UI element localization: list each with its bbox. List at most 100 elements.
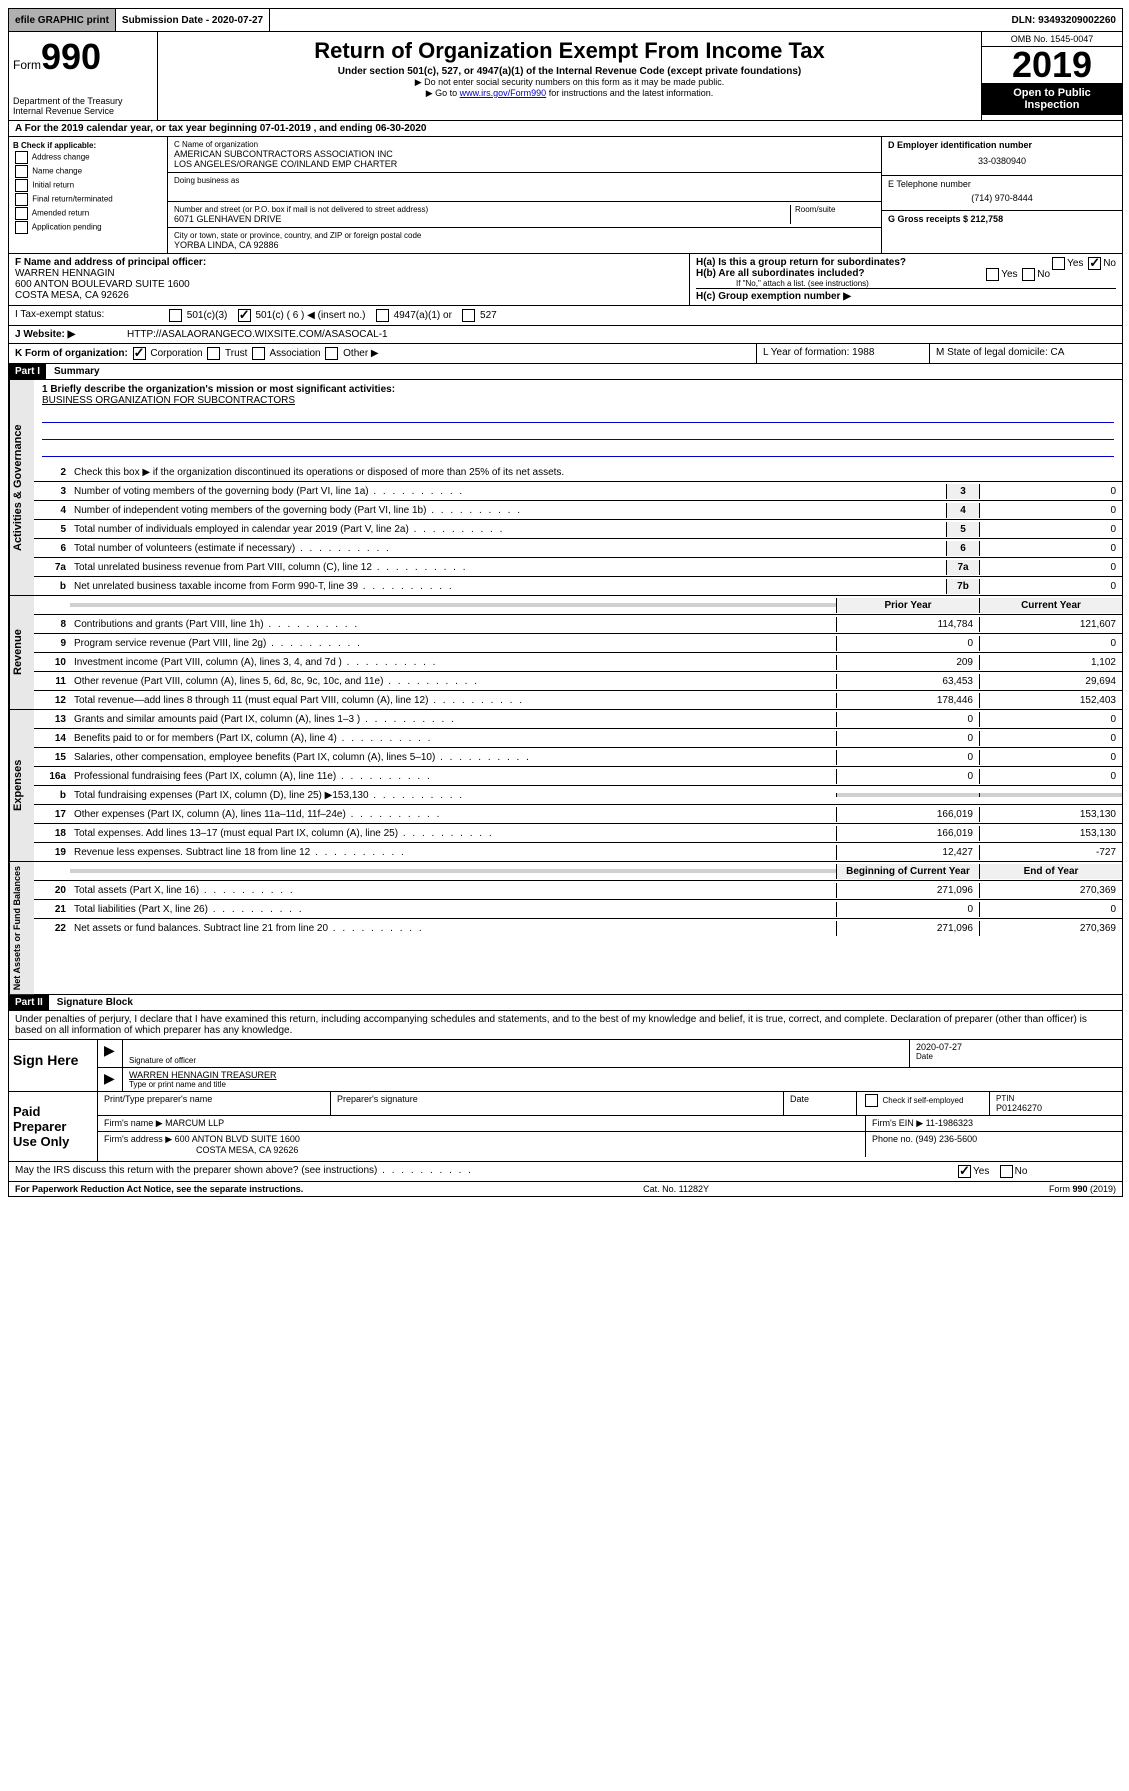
expense-line: 14Benefits paid to or for members (Part …: [34, 729, 1122, 748]
h-c-row: H(c) Group exemption number ▶: [696, 288, 1116, 302]
state-domicile: M State of legal domicile: CA: [930, 344, 1122, 363]
hb-no[interactable]: [1022, 268, 1035, 281]
hb-yes[interactable]: [986, 268, 999, 281]
website-row: J Website: ▶ HTTP://ASALAORANGECO.WIXSIT…: [9, 326, 1122, 344]
type-name-label: Type or print name and title: [129, 1080, 1116, 1089]
revenue-line: 12Total revenue—add lines 8 through 11 (…: [34, 691, 1122, 709]
form-number: Form990: [13, 36, 153, 78]
form-header: Form990 Department of the Treasury Inter…: [9, 32, 1122, 121]
vert-revenue: Revenue: [9, 596, 34, 709]
efile-graphic-print[interactable]: efile GRAPHIC print: [9, 9, 116, 31]
ha-yes[interactable]: [1052, 257, 1065, 270]
cat-no: Cat. No. 11282Y: [643, 1184, 709, 1194]
cb-527[interactable]: [462, 309, 475, 322]
phone-value: (714) 970-8444: [888, 189, 1116, 207]
gross-receipts: G Gross receipts $ 212,758: [888, 214, 1116, 224]
firm-addr2: COSTA MESA, CA 92626: [104, 1145, 859, 1155]
discuss-yes[interactable]: [958, 1165, 971, 1178]
cb-self-employed[interactable]: [865, 1094, 878, 1107]
line-2: Check this box ▶ if the organization dis…: [70, 465, 1122, 480]
cb-other[interactable]: [325, 347, 338, 360]
cb-4947[interactable]: [376, 309, 389, 322]
sign-here-label: Sign Here: [9, 1040, 98, 1091]
officer-addr2: COSTA MESA, CA 92626: [15, 290, 683, 301]
netassets-line: 22Net assets or fund balances. Subtract …: [34, 919, 1122, 937]
governance-line: 4Number of independent voting members of…: [34, 501, 1122, 520]
self-employed-label: Check if self-employed: [883, 1096, 964, 1105]
governance-line: 3Number of voting members of the governi…: [34, 482, 1122, 501]
checkbox-final-return[interactable]: [15, 193, 28, 206]
cb-trust[interactable]: [207, 347, 220, 360]
revenue-line: 11Other revenue (Part VIII, column (A), …: [34, 672, 1122, 691]
part-i-header: Part I Summary: [9, 364, 1122, 380]
checkbox-app-pending[interactable]: [15, 221, 28, 234]
box-b: B Check if applicable: Address change Na…: [9, 137, 168, 253]
vert-governance: Activities & Governance: [9, 380, 34, 595]
governance-line: 7aTotal unrelated business revenue from …: [34, 558, 1122, 577]
top-bar: efile GRAPHIC print Submission Date - 20…: [9, 9, 1122, 32]
cb-assoc[interactable]: [252, 347, 265, 360]
hb-note: If "No," attach a list. (see instruction…: [696, 279, 1116, 288]
officer-group-row: F Name and address of principal officer:…: [9, 254, 1122, 306]
activities-governance: Activities & Governance 1 Briefly descri…: [9, 380, 1122, 596]
cb-501c3[interactable]: [169, 309, 182, 322]
discuss-row: May the IRS discuss this return with the…: [9, 1162, 1122, 1181]
expense-line: 19Revenue less expenses. Subtract line 1…: [34, 843, 1122, 861]
firm-addr1: 600 ANTON BLVD SUITE 1600: [175, 1134, 300, 1144]
box-d: D Employer identification number 33-0380…: [882, 137, 1122, 253]
revenue-line: 10Investment income (Part VIII, column (…: [34, 653, 1122, 672]
year-formation: L Year of formation: 1988: [757, 344, 930, 363]
k-label: K Form of organization:: [15, 348, 128, 359]
col-current-year: Current Year: [979, 598, 1122, 613]
paperwork-notice: For Paperwork Reduction Act Notice, see …: [15, 1184, 303, 1194]
discuss-text: May the IRS discuss this return with the…: [9, 1162, 950, 1181]
sign-here-section: Sign Here ▶ Signature of officer 2020-07…: [9, 1040, 1122, 1092]
perjury-text: Under penalties of perjury, I declare th…: [9, 1011, 1122, 1040]
tax-status-row: I Tax-exempt status: 501(c)(3) 501(c) ( …: [9, 306, 1122, 326]
expense-line: 17Other expenses (Part IX, column (A), l…: [34, 805, 1122, 824]
irs-label: Internal Revenue Service: [13, 106, 153, 116]
expense-line: bTotal fundraising expenses (Part IX, co…: [34, 786, 1122, 805]
date-label: Date: [916, 1052, 1116, 1061]
expense-line: 13Grants and similar amounts paid (Part …: [34, 710, 1122, 729]
discuss-no[interactable]: [1000, 1165, 1013, 1178]
firm-phone: Phone no. (949) 236-5600: [866, 1132, 1122, 1157]
checkbox-amended[interactable]: [15, 207, 28, 220]
mission-text: BUSINESS ORGANIZATION FOR SUBCONTRACTORS: [42, 395, 1114, 406]
ha-no[interactable]: [1088, 257, 1101, 270]
checkbox-address-change[interactable]: [15, 151, 28, 164]
form-990-container: efile GRAPHIC print Submission Date - 20…: [8, 8, 1123, 1197]
firm-name-label: Firm's name ▶: [104, 1118, 163, 1128]
ein-value: 33-0380940: [888, 150, 1116, 172]
irs-form990-link[interactable]: www.irs.gov/Form990: [460, 88, 547, 98]
dba-label: Doing business as: [174, 176, 875, 185]
form-title: Return of Organization Exempt From Incom…: [162, 38, 977, 64]
website-value: HTTP://ASALAORANGECO.WIXSITE.COM/ASASOCA…: [121, 326, 394, 343]
box-c: C Name of organization AMERICAN SUBCONTR…: [168, 137, 882, 253]
netassets-section: Net Assets or Fund Balances Beginning of…: [9, 862, 1122, 995]
room-label: Room/suite: [795, 205, 875, 214]
paid-preparer-section: Paid Preparer Use Only Print/Type prepar…: [9, 1092, 1122, 1162]
revenue-line: 8Contributions and grants (Part VIII, li…: [34, 615, 1122, 634]
city-label: City or town, state or province, country…: [174, 231, 875, 240]
footer: For Paperwork Reduction Act Notice, see …: [9, 1181, 1122, 1196]
street-label: Number and street (or P.O. box if mail i…: [174, 205, 790, 214]
officer-label: F Name and address of principal officer:: [15, 257, 683, 268]
paid-preparer-label: Paid Preparer Use Only: [9, 1092, 98, 1161]
checkbox-name-change[interactable]: [15, 165, 28, 178]
cb-501c[interactable]: [238, 309, 251, 322]
officer-addr1: 600 ANTON BOULEVARD SUITE 1600: [15, 279, 683, 290]
ein-label: D Employer identification number: [888, 140, 1116, 150]
revenue-section: Revenue Prior Year Current Year 8Contrib…: [9, 596, 1122, 710]
prep-name-label: Print/Type preparer's name: [98, 1092, 331, 1115]
expense-line: 16aProfessional fundraising fees (Part I…: [34, 767, 1122, 786]
ptin-label: PTIN: [996, 1094, 1116, 1103]
sig-date: 2020-07-27: [916, 1042, 1116, 1052]
firm-name: MARCUM LLP: [165, 1118, 224, 1128]
checkbox-initial-return[interactable]: [15, 179, 28, 192]
cb-corp[interactable]: [133, 347, 146, 360]
phone-label: E Telephone number: [888, 179, 1116, 189]
dept-treasury: Department of the Treasury: [13, 96, 153, 106]
netassets-line: 21Total liabilities (Part X, line 26)00: [34, 900, 1122, 919]
note-ssn: ▶ Do not enter social security numbers o…: [162, 77, 977, 88]
